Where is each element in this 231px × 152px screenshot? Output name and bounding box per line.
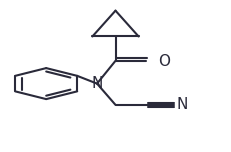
Text: N: N bbox=[177, 97, 188, 112]
Text: N: N bbox=[91, 76, 103, 91]
Text: O: O bbox=[158, 54, 170, 69]
